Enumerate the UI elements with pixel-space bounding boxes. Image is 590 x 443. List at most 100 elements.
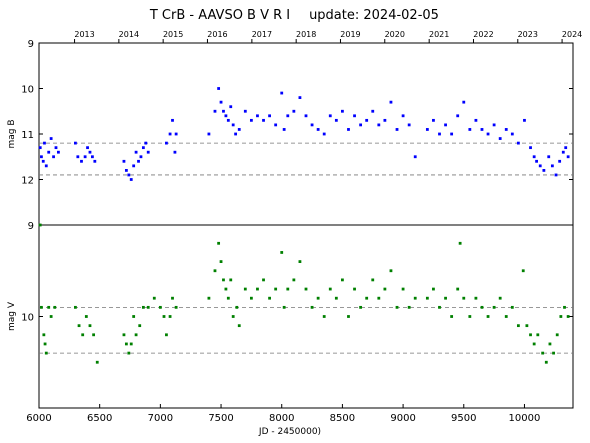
panel-B-point-56 (304, 114, 308, 118)
panel-V-point-82 (480, 305, 484, 309)
panel-B-point-0 (38, 146, 42, 150)
panel-B-point-2 (41, 159, 45, 163)
panel-B-point-60 (328, 114, 332, 118)
panel-V-point-69 (401, 287, 405, 291)
xtick-label-6500: 6500 (87, 413, 112, 424)
panel-V-point-84 (492, 305, 496, 309)
panel-B-point-61 (334, 118, 338, 122)
panel-V-point-9 (77, 324, 81, 328)
panel-V-point-74 (438, 305, 441, 309)
panel-B-point-48 (262, 118, 265, 122)
panel-V-point-3 (43, 342, 47, 346)
panel-V-point-44 (256, 287, 259, 291)
panel-V-point-65 (377, 296, 381, 300)
panel-V-point-19 (132, 315, 136, 318)
panel-V-point-96 (548, 342, 552, 346)
panel-V-point-62 (359, 305, 363, 309)
panel-B-point-82 (468, 128, 472, 131)
panel-V-point-100 (563, 305, 566, 309)
panel-V-point-90 (525, 324, 529, 328)
panel-B-point-95 (538, 164, 542, 168)
panel-B-ytick-label-11: 11 (21, 130, 34, 141)
panel-B-point-10 (74, 141, 77, 145)
panel-B-point-88 (504, 128, 508, 131)
panel-B-point-79 (450, 132, 454, 136)
panel-V-point-101 (566, 315, 570, 318)
panel-B-point-37 (219, 100, 223, 104)
panel-B-point-19 (124, 169, 128, 172)
panel-B-point-22 (132, 164, 136, 168)
panel-V-point-7 (53, 305, 57, 309)
panel-V-point-92 (532, 342, 536, 346)
panel-V-point-76 (450, 315, 454, 318)
panel-B-point-75 (425, 128, 429, 131)
panel-B-point-20 (127, 173, 131, 177)
panel-B-point-43 (234, 132, 238, 136)
panel-V-ylabel: mag V (7, 301, 17, 331)
panel-V-point-5 (47, 305, 51, 309)
panel-B-point-44 (237, 128, 241, 131)
panel-V-point-91 (529, 333, 532, 337)
panel-B-point-21 (129, 178, 133, 181)
panel-V-point-4 (44, 351, 48, 355)
panel-B-point-83 (474, 118, 478, 122)
panel-V-point-1 (40, 305, 43, 309)
xtick-label-9000: 9000 (390, 413, 415, 424)
panel-V-point-52 (298, 260, 302, 263)
panel-B-point-28 (146, 150, 150, 154)
panel-V-point-48 (280, 251, 284, 254)
panel-V-point-51 (292, 278, 296, 282)
panel-V-point-34 (219, 260, 223, 263)
panel-B-point-70 (389, 100, 393, 104)
panel-V-point-99 (559, 315, 563, 318)
xtick-label-7500: 7500 (208, 413, 233, 424)
year-label-2023: 2023 (518, 30, 538, 39)
panel-B-ylabel: mag B (7, 119, 17, 148)
panel-B-point-12 (80, 159, 83, 163)
panel-B-point-68 (377, 123, 381, 127)
panel-B-point-5 (47, 150, 51, 154)
panel-V-point-31 (207, 296, 211, 300)
year-label-2016: 2016 (207, 30, 227, 39)
panel-V-point-67 (389, 269, 393, 273)
panel-B-point-72 (401, 114, 405, 118)
panel-V-point-41 (237, 324, 241, 328)
panel-B-point-90 (516, 141, 520, 145)
panel-B-point-49 (268, 114, 271, 118)
update-label: update: 2024-02-05 (309, 8, 439, 23)
panel-V-point-26 (162, 315, 166, 318)
panel-V-point-33 (217, 241, 221, 245)
panel-B-point-11 (76, 155, 80, 159)
panel-V-point-32 (213, 269, 217, 273)
panel-V-point-56 (322, 315, 326, 318)
panel-B-point-84 (480, 128, 484, 131)
panel-B-point-96 (542, 169, 546, 172)
panel-V-point-39 (231, 315, 235, 318)
panel-V-point-43 (249, 296, 253, 300)
panel-V-point-50 (286, 287, 290, 291)
panel-B-point-101 (561, 150, 565, 154)
panel-V-point-17 (127, 351, 131, 355)
panel-V-point-35 (222, 278, 225, 282)
panel-V-point-21 (138, 324, 142, 328)
panel-B-point-86 (492, 123, 496, 127)
panel-B-point-81 (462, 100, 466, 104)
panel-B-point-97 (547, 155, 551, 159)
panel-V-point-11 (84, 315, 88, 318)
panel-B-point-62 (341, 109, 344, 113)
panel-B-point-30 (168, 132, 172, 136)
panel-V-point-28 (168, 315, 172, 318)
year-label-2017: 2017 (252, 30, 272, 39)
xtick-label-7000: 7000 (148, 413, 173, 424)
panel-B-point-17 (93, 159, 97, 163)
panel-B-point-76 (432, 118, 435, 122)
panel-B-point-18 (122, 159, 126, 163)
panel-B-point-53 (286, 114, 290, 118)
panel-V-point-40 (235, 305, 239, 309)
xtick-label-8500: 8500 (330, 413, 355, 424)
panel-B-point-52 (282, 128, 286, 131)
panel-V-point-60 (347, 315, 350, 318)
panel-B-point-14 (86, 146, 89, 150)
panel-V-point-59 (341, 278, 344, 282)
